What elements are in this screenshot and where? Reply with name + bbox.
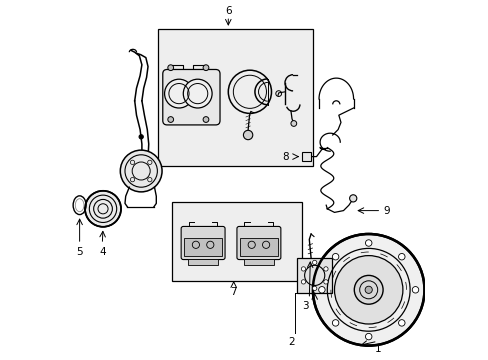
- Circle shape: [312, 286, 316, 291]
- Circle shape: [349, 195, 356, 202]
- Circle shape: [323, 267, 327, 271]
- Circle shape: [365, 286, 371, 293]
- Text: 1: 1: [374, 344, 380, 354]
- FancyBboxPatch shape: [237, 226, 280, 260]
- Bar: [187, 259, 218, 265]
- Circle shape: [354, 275, 382, 304]
- Circle shape: [312, 260, 316, 265]
- Circle shape: [167, 65, 173, 71]
- Circle shape: [290, 121, 296, 126]
- Text: 6: 6: [224, 6, 231, 16]
- Circle shape: [301, 267, 305, 271]
- Circle shape: [398, 320, 404, 326]
- Bar: [244, 259, 273, 265]
- Text: 8: 8: [282, 152, 288, 162]
- Text: 5: 5: [76, 247, 83, 257]
- Bar: [184, 238, 222, 256]
- Bar: [302, 152, 310, 161]
- Circle shape: [183, 79, 212, 108]
- Bar: [172, 202, 302, 281]
- Circle shape: [323, 280, 327, 284]
- Circle shape: [411, 287, 418, 293]
- Circle shape: [365, 333, 371, 340]
- Circle shape: [164, 79, 193, 108]
- Circle shape: [243, 130, 252, 140]
- Circle shape: [318, 287, 325, 293]
- Circle shape: [203, 65, 208, 71]
- Circle shape: [139, 135, 143, 139]
- Bar: [297, 258, 331, 293]
- Circle shape: [301, 280, 305, 284]
- Text: 4: 4: [99, 247, 105, 257]
- Bar: [158, 29, 312, 166]
- FancyBboxPatch shape: [163, 69, 220, 125]
- Circle shape: [312, 234, 424, 346]
- Circle shape: [365, 240, 371, 246]
- Circle shape: [332, 253, 338, 260]
- Bar: [240, 238, 277, 256]
- Circle shape: [85, 191, 121, 227]
- Text: 9: 9: [383, 206, 389, 216]
- Text: 7: 7: [230, 287, 237, 297]
- FancyBboxPatch shape: [181, 226, 224, 260]
- Text: 2: 2: [287, 337, 294, 347]
- Circle shape: [398, 253, 404, 260]
- Circle shape: [120, 150, 162, 192]
- Circle shape: [334, 256, 402, 324]
- Circle shape: [203, 117, 208, 122]
- Text: 3: 3: [302, 301, 308, 311]
- Circle shape: [332, 320, 338, 326]
- Circle shape: [167, 117, 173, 122]
